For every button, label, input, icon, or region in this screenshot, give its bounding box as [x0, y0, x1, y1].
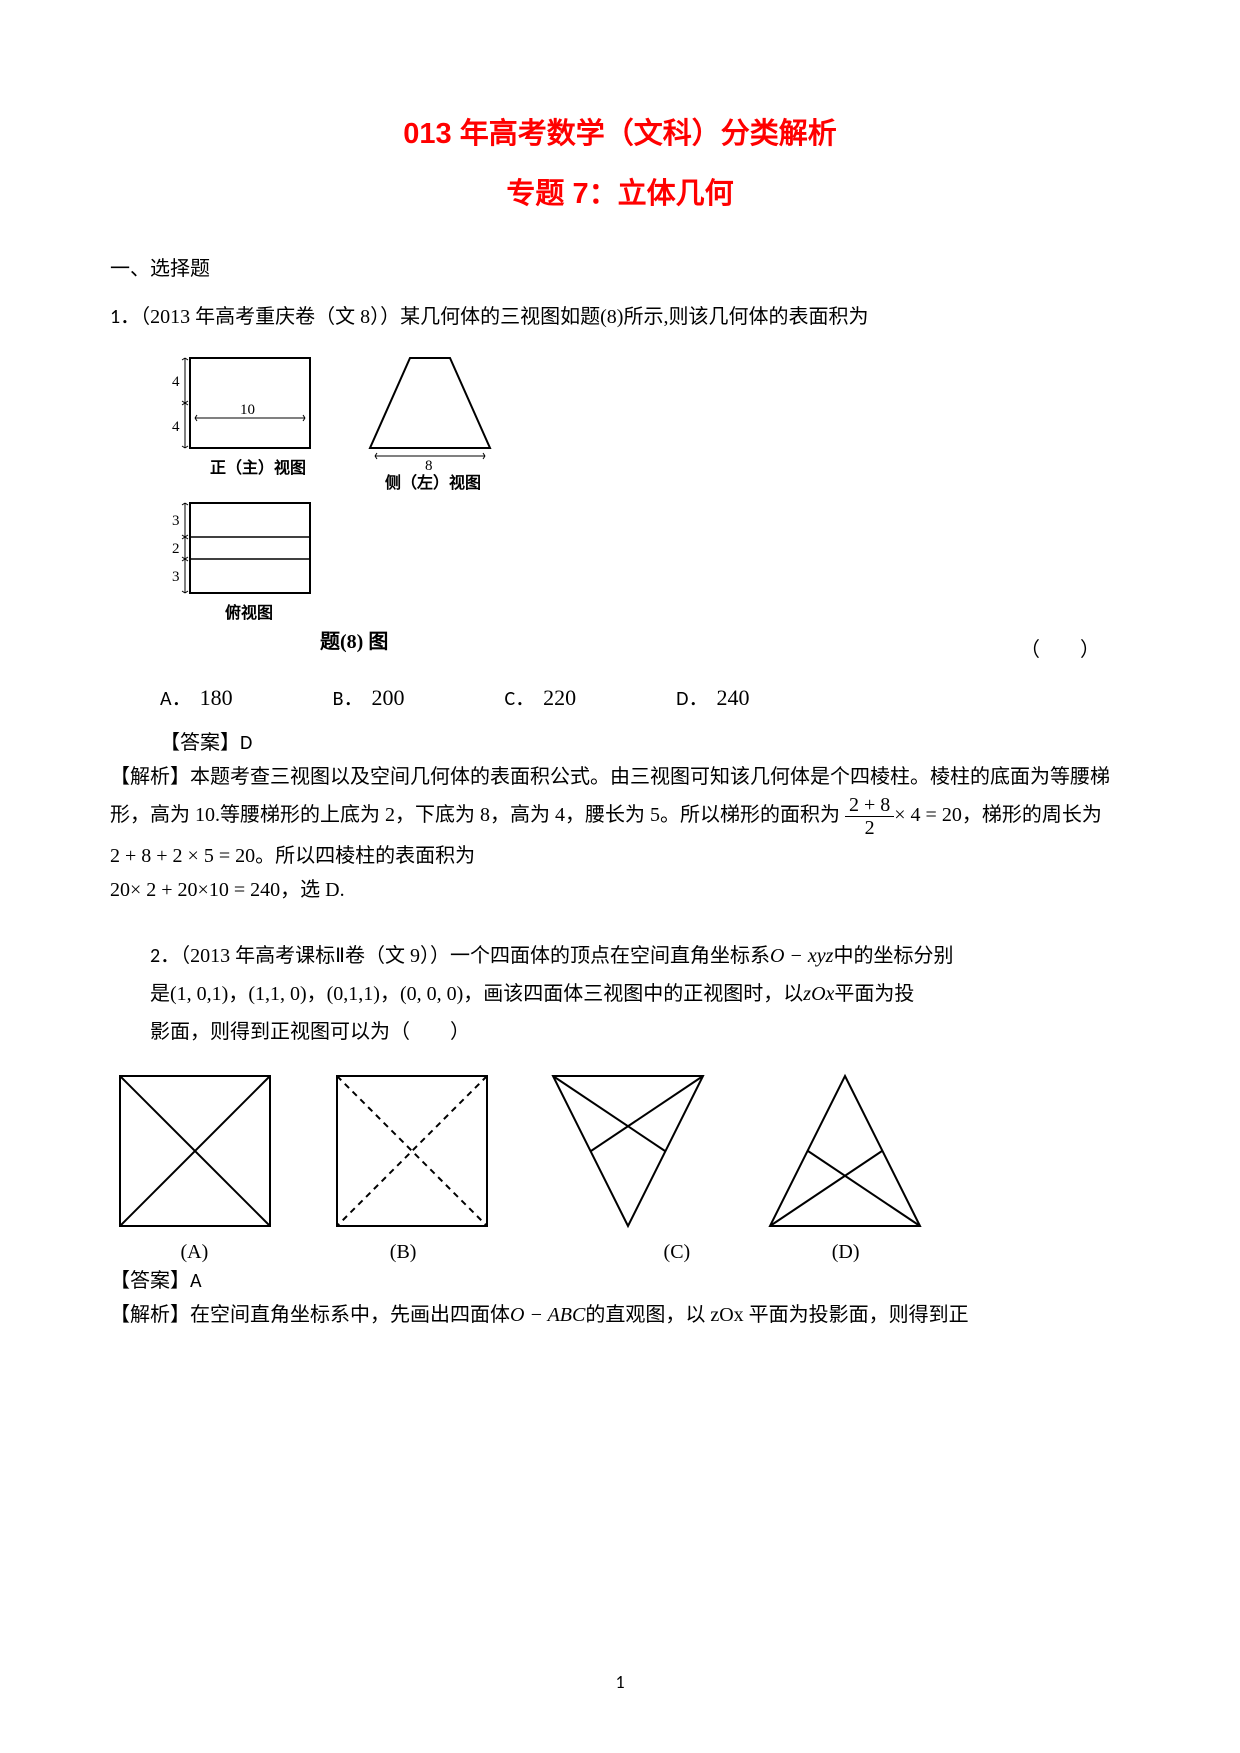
option-b: B． 200	[333, 682, 405, 711]
q2-option-d-figure	[760, 1066, 930, 1236]
q2-label-d: (D)	[761, 1241, 930, 1264]
dim-4-lower: 4	[172, 419, 180, 435]
analysis-text2: ，梯形的周长为	[962, 804, 1102, 826]
q2-answer-value: A	[190, 1269, 202, 1293]
answer-value: D	[240, 731, 252, 755]
q1-number: 1	[110, 305, 120, 329]
q1-diagram: 4 4 10 正（主）视图	[160, 348, 1140, 658]
q2-line3: 影面，则得到正视图可以为（ ）	[150, 1021, 470, 1043]
q2-text: 2．（2013 年高考课标Ⅱ卷（文 9））一个四面体的顶点在空间直角坐标系O −…	[150, 937, 1140, 1051]
option-c-value: 220	[543, 685, 576, 711]
q1-analysis: 【解析】本题考查三视图以及空间几何体的表面积公式。由三视图可知该几何体是个四棱柱…	[110, 760, 1140, 907]
q1-source: ．（2013 年高考重庆卷（文 8））某几何体的三视图如题(8)所示,则该几何体…	[120, 306, 868, 328]
q2-line2-mid: ，画该四面体三视图中的正视图时，以	[463, 983, 803, 1005]
q1-options: A． 180 B． 200 C． 220 D． 240	[160, 682, 1140, 711]
answer-prefix: 【答案】	[160, 732, 240, 754]
section-header: 一、选择题	[110, 252, 1140, 281]
dim-2: 2	[172, 541, 180, 557]
option-b-value: 200	[371, 685, 404, 711]
q2-label-c: (C)	[593, 1241, 762, 1264]
q2-number: 2	[150, 944, 160, 968]
q2-option-c-figure	[543, 1066, 713, 1236]
q1-answer: 【答案】D	[160, 726, 1140, 755]
coord-sys: O − xyz	[770, 945, 833, 967]
analysis-label: 【解析】	[110, 766, 190, 788]
question-1: 1．（2013 年高考重庆卷（文 8））某几何体的三视图如题(8)所示,则该几何…	[100, 301, 1140, 907]
q1-text: 1．（2013 年高考重庆卷（文 8））某几何体的三视图如题(8)所示,则该几何…	[110, 301, 1140, 333]
dim-3-lower: 3	[172, 569, 180, 585]
option-b-label: B．	[333, 682, 364, 711]
tetra: O − ABC	[510, 1304, 585, 1326]
math-after-frac: × 4 = 20	[894, 804, 962, 826]
option-a: A． 180	[160, 682, 233, 711]
q2-option-a-figure	[110, 1066, 280, 1236]
q2-coords: (1, 0,1)，(1,1, 0)，(0,1,1)，(0, 0, 0)	[170, 983, 463, 1005]
option-c: C． 220	[504, 682, 576, 711]
analysis-text3: 。所以四棱柱的表面积为	[255, 845, 475, 867]
side-view-label: 侧（左）视图	[385, 473, 481, 492]
q2-source-post: 中的坐标分别	[833, 945, 953, 967]
option-a-value: 180	[200, 685, 233, 711]
front-view-label: 正（主）视图	[210, 458, 306, 477]
sub-title: 专题 7：立体几何	[100, 170, 1140, 212]
zox: zOx	[803, 983, 834, 1005]
option-d-value: 240	[716, 685, 749, 711]
top-view-label: 俯视图	[225, 603, 273, 622]
analysis-text4: ，选 D.	[280, 879, 344, 901]
three-view-diagram: 4 4 10 正（主）视图	[160, 348, 540, 658]
q2-source-pre: ．（2013 年高考课标Ⅱ卷（文 9））一个四面体的顶点在空间直角坐标系	[160, 945, 770, 967]
math-final: 20× 2 + 20×10 = 240	[110, 879, 280, 901]
question-2: 2．（2013 年高考课标Ⅱ卷（文 9））一个四面体的顶点在空间直角坐标系O −…	[100, 937, 1140, 1332]
option-d-label: D．	[676, 682, 708, 711]
option-d: D． 240	[676, 682, 749, 711]
q2-option-b-figure	[327, 1066, 497, 1236]
frac-num: 2 + 8	[845, 794, 894, 817]
dim-3-upper: 3	[172, 513, 180, 529]
q2-line2-pre: 是	[150, 983, 170, 1005]
math-perimeter: 2 + 8 + 2 × 5 = 20	[110, 845, 255, 867]
dim-8: 8	[425, 458, 433, 474]
q2-option-labels: (A) (B) (C) (D)	[110, 1241, 930, 1264]
dim-10: 10	[240, 402, 255, 418]
page-number: 1	[0, 1671, 1240, 1693]
q2-answer-prefix: 【答案】	[110, 1270, 190, 1292]
dim-4-upper: 4	[172, 374, 180, 390]
q2-line2-post: 平面为投	[834, 983, 914, 1005]
q2-analysis-text2: 的直观图，以 zOx 平面为投影面，则得到正	[585, 1304, 968, 1326]
frac-den: 2	[845, 817, 894, 839]
option-a-label: A．	[160, 682, 192, 711]
q2-analysis-label: 【解析】	[110, 1304, 190, 1326]
fraction: 2 + 8 2	[845, 794, 894, 839]
main-title: 013 年高考数学（文科）分类解析	[100, 110, 1140, 152]
diagram-caption: 题(8) 图	[320, 630, 388, 653]
q2-analysis: 【解析】在空间直角坐标系中，先画出四面体O − ABC的直观图，以 zOx 平面…	[110, 1298, 1140, 1332]
q2-answer: 【答案】A	[110, 1264, 1140, 1293]
option-c-label: C．	[504, 682, 535, 711]
q2-options-diagram	[110, 1066, 930, 1236]
q2-label-a: (A)	[110, 1241, 279, 1264]
q2-label-b: (B)	[319, 1241, 488, 1264]
q1-paren: （ ）	[100, 633, 1140, 662]
q2-analysis-text1: 在空间直角坐标系中，先画出四面体	[190, 1304, 510, 1326]
